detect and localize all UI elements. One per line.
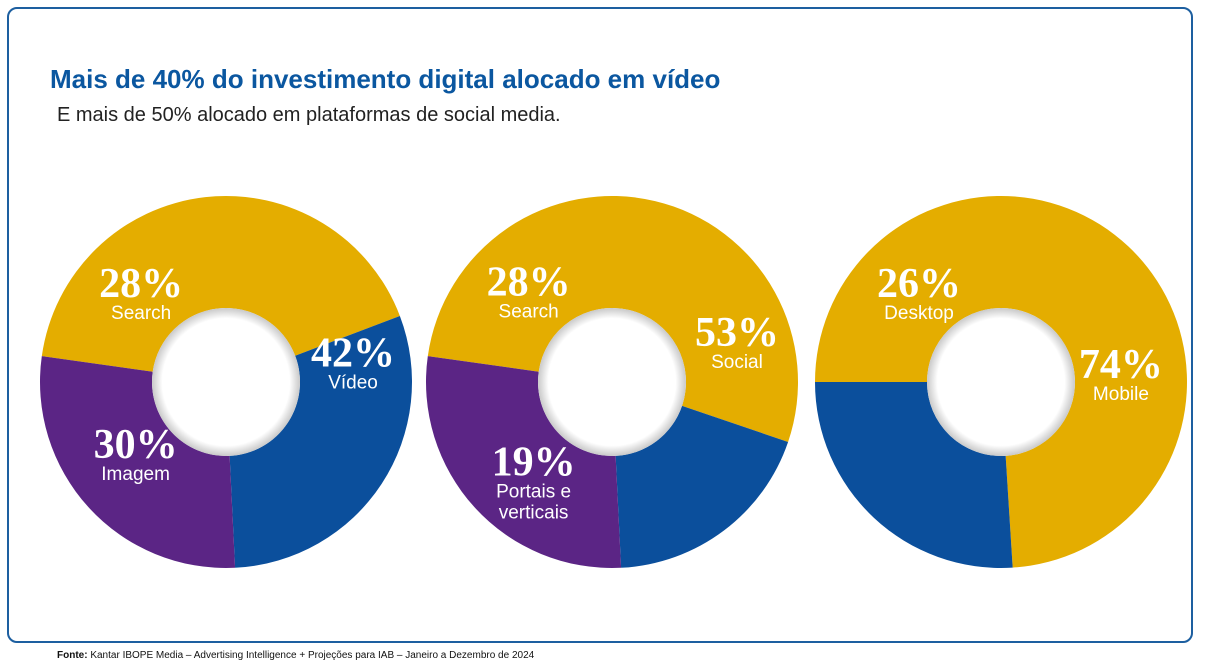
slice-video	[41, 195, 400, 372]
data-label-mobile-value: 74%	[1079, 342, 1163, 388]
slice-portais-e-verticais	[615, 405, 789, 568]
donut-chart-devices: 74% Mobile 26% Desktop	[815, 196, 1187, 568]
donut-chart-formats: 42% Vídeo 30% Imagem 28% Search	[39, 195, 412, 568]
card-frame	[7, 7, 1193, 643]
chart-subtitle: E mais de 50% alocado em plataformas de …	[57, 104, 561, 126]
data-label-mobile-name: Mobile	[1093, 384, 1149, 405]
slice-imagem	[229, 315, 412, 568]
donut-hole	[538, 308, 686, 456]
data-label-portais-e-verticais-value: 19%	[492, 439, 576, 485]
data-label-video-value: 42%	[311, 330, 395, 376]
slice-social	[427, 195, 798, 442]
data-label-portais-e-verticais-name: Portais e verticais	[496, 481, 571, 523]
data-label-video-name: Vídeo	[328, 372, 378, 393]
chart-title: Mais de 40% do investimento digital aloc…	[50, 64, 721, 94]
donut-hole	[152, 308, 300, 456]
slice-search	[39, 356, 236, 568]
data-label-desktop-name: Desktop	[884, 303, 954, 324]
data-label-search-name: Search	[499, 302, 559, 323]
slice-mobile	[815, 196, 1187, 568]
data-label-social-name: Social	[711, 352, 763, 373]
slice-search	[425, 356, 622, 568]
data-label-social-value: 53%	[695, 310, 779, 356]
donut-svg: 53%Social 19%Portais e verticais 28%Search	[425, 195, 798, 568]
source-label: Fonte:	[57, 650, 88, 661]
donut-chart-platforms: 53% Social 19% Portais e verticais 28% Search	[425, 195, 798, 568]
slice-desktop	[815, 382, 1013, 568]
donut-svg: 42%Vídeo 30%Imagem 28%Search	[39, 195, 412, 568]
data-label-search-value: 28%	[487, 260, 571, 306]
data-label-desktop-value: 26%	[877, 261, 961, 307]
source-text: Kantar IBOPE Media – Advertising Intelli…	[90, 650, 535, 661]
data-label-search-name: Search	[111, 303, 171, 324]
donut-hole	[927, 308, 1075, 456]
data-label-search-value: 28%	[99, 261, 183, 307]
data-label-imagem-name: Imagem	[101, 464, 170, 485]
source-note: Fonte: Kantar IBOPE Media – Advertising …	[57, 650, 534, 661]
data-label-imagem-value: 30%	[94, 422, 178, 468]
donut-svg: 74%Mobile 26%Desktop	[815, 196, 1187, 568]
